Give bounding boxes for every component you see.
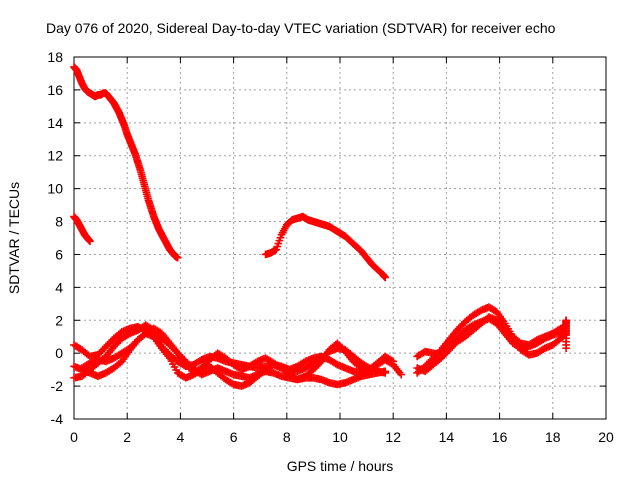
x-tick-label: 14 [439,429,455,445]
y-tick-label: 12 [47,148,63,164]
y-axis-label: SDTVAR / TECUs [6,182,22,294]
y-tick-label: 2 [55,312,63,328]
data-point [275,236,284,245]
x-tick-label: 12 [385,429,401,445]
grid-lines [74,57,606,419]
series-track-7 [78,324,405,379]
x-tick-label: 6 [230,429,238,445]
series-track-1 [70,63,182,262]
series-track-11 [562,316,570,353]
y-tick-label: 18 [47,49,63,65]
data-point [86,237,94,246]
y-tick-label: 10 [47,181,63,197]
data-point [274,239,283,248]
x-tick-label: 18 [545,429,561,445]
x-tick-label: 10 [332,429,348,445]
x-tick-label: 2 [123,429,131,445]
y-tick-label: 16 [47,82,63,98]
series-track-2 [70,212,94,246]
data-point [562,344,570,353]
data-point [276,233,285,242]
x-tick-label: 8 [283,429,291,445]
data-point [381,367,390,376]
y-tick-label: 8 [55,214,63,230]
y-tick-labels: -4 -2 0 2 4 6 8 10 12 14 16 18 [47,49,63,427]
x-tick-label: 20 [598,429,614,445]
x-tick-label: 4 [177,429,185,445]
data-point [273,242,282,251]
chart-title: Day 076 of 2020, Sidereal Day-to-day VTE… [46,20,556,36]
data-point [381,273,390,282]
x-tick-label: 16 [492,429,508,445]
y-tick-label: 4 [55,279,63,295]
axis-ticks [73,56,607,420]
y-tick-label: 14 [47,115,63,131]
series-track-3 [261,212,390,282]
x-tick-labels: 0 2 4 6 8 10 12 14 16 18 20 [70,429,614,445]
data-point [397,370,405,379]
y-tick-label: -2 [51,378,64,394]
data-point [272,245,280,254]
x-tick-label: 0 [70,429,78,445]
y-tick-label: 0 [55,345,63,361]
data-point [173,253,182,262]
x-axis-label: GPS time / hours [287,458,394,474]
y-tick-label: 6 [55,246,63,262]
series-track-10 [413,313,570,376]
data-series [70,63,570,390]
y-tick-label: -4 [51,411,64,427]
